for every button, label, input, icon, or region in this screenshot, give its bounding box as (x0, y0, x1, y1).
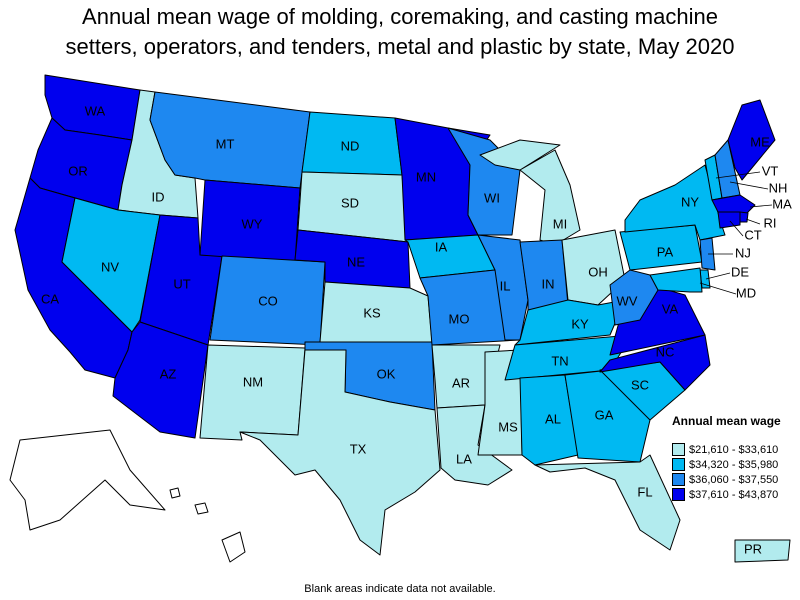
state-ct (717, 211, 741, 229)
state-label-va: VA (662, 301, 679, 316)
state-label-wi: WI (484, 190, 500, 205)
state-label-ga: GA (595, 407, 614, 422)
state-label-nj: NJ (735, 245, 751, 260)
legend: Annual mean wage $21,610 - $33,610 $34,3… (672, 414, 800, 502)
state-label-sd: SD (341, 195, 359, 210)
state-label-ms: MS (498, 419, 518, 434)
footnote: Blank areas indicate data not available. (304, 583, 496, 595)
state-leader-line (715, 171, 761, 179)
state-label-ok: OK (377, 366, 396, 381)
state-label-me: ME (750, 134, 770, 149)
state-label-id: ID (152, 189, 165, 204)
state-label-ne: NE (347, 254, 365, 269)
state-label-mt: MT (216, 136, 235, 151)
state-label-ia: IA (435, 239, 448, 254)
legend-swatch (672, 488, 685, 501)
legend-label: $37,610 - $43,870 (689, 488, 779, 501)
state-label-wy: WY (242, 216, 263, 231)
state-label-ri: RI (764, 215, 777, 230)
state-nj (699, 237, 716, 271)
state-al (519, 374, 579, 466)
legend-label: $21,610 - $33,610 (689, 443, 779, 456)
state-label-la: LA (456, 451, 472, 466)
state-label-ct: CT (744, 227, 761, 242)
state-label-nv: NV (101, 259, 119, 274)
state-label-pa: PA (657, 244, 674, 259)
state-label-in: IN (542, 276, 555, 291)
state-label-ks: KS (363, 305, 381, 320)
state-label-mi: MI (553, 216, 567, 231)
legend-label: $36,060 - $37,550 (689, 473, 779, 486)
legend-swatch (672, 443, 685, 456)
state-label-oh: OH (588, 264, 608, 279)
state-leader-line (749, 204, 773, 208)
state-md (649, 267, 703, 293)
state-label-wa: WA (85, 103, 106, 118)
legend-item: $34,320 - $35,980 (672, 457, 800, 472)
legend-item: $36,060 - $37,550 (672, 472, 800, 487)
state-leader-line (745, 218, 761, 225)
state-ma (711, 194, 756, 216)
map-title: Annual mean wage of molding, coremaking,… (0, 2, 800, 62)
state-label-md: MD (736, 285, 756, 300)
state-label-nm: NM (243, 374, 263, 389)
state-fl (534, 454, 681, 551)
state-pr (734, 539, 791, 563)
state-label-sc: SC (631, 377, 649, 392)
state-me (727, 99, 776, 181)
state-label-mn: MN (416, 169, 436, 184)
legend-title: Annual mean wage (672, 414, 781, 428)
state-leader-line (729, 220, 744, 237)
state-label-nh: NH (769, 180, 788, 195)
state-label-ky: KY (571, 316, 589, 331)
map-title-line1: Annual mean wage of molding, coremaking,… (82, 4, 718, 29)
state-leader-line (729, 181, 769, 190)
state-label-pr: PR (744, 541, 762, 556)
state-az (112, 321, 209, 439)
map-title-line2: setters, operators, and tenders, metal a… (65, 34, 735, 59)
state-leader-line (699, 282, 737, 295)
state-label-mo: MO (449, 311, 470, 326)
state-label-az: AZ (160, 366, 177, 381)
state-mi (479, 139, 581, 246)
state-hi (169, 487, 246, 563)
legend-item: $21,610 - $33,610 (672, 442, 800, 457)
state-label-nc: NC (656, 344, 675, 359)
state-tx (239, 349, 441, 556)
state-label-ny: NY (681, 194, 699, 209)
state-label-ut: UT (173, 276, 190, 291)
state-label-il: IL (500, 278, 511, 293)
legend-label: $34,320 - $35,980 (689, 458, 779, 471)
state-label-ca: CA (41, 291, 59, 306)
state-label-ma: MA (772, 196, 792, 211)
state-label-co: CO (258, 293, 278, 308)
state-leader-line (705, 272, 731, 280)
state-ri (739, 211, 749, 223)
state-label-tx: TX (350, 441, 367, 456)
state-label-tn: TN (551, 353, 568, 368)
state-label-ar: AR (452, 375, 470, 390)
state-label-nd: ND (341, 138, 360, 153)
state-label-or: OR (68, 163, 88, 178)
state-label-vt: VT (762, 163, 779, 178)
state-label-de: DE (731, 264, 749, 279)
state-label-al: AL (545, 411, 561, 426)
legend-swatch (672, 458, 685, 471)
state-nm (199, 344, 306, 441)
legend-item: $37,610 - $43,870 (672, 487, 800, 502)
state-label-wv: WV (617, 293, 638, 308)
state-ak (9, 429, 166, 531)
legend-swatch (672, 473, 685, 486)
state-label-fl: FL (637, 484, 652, 499)
